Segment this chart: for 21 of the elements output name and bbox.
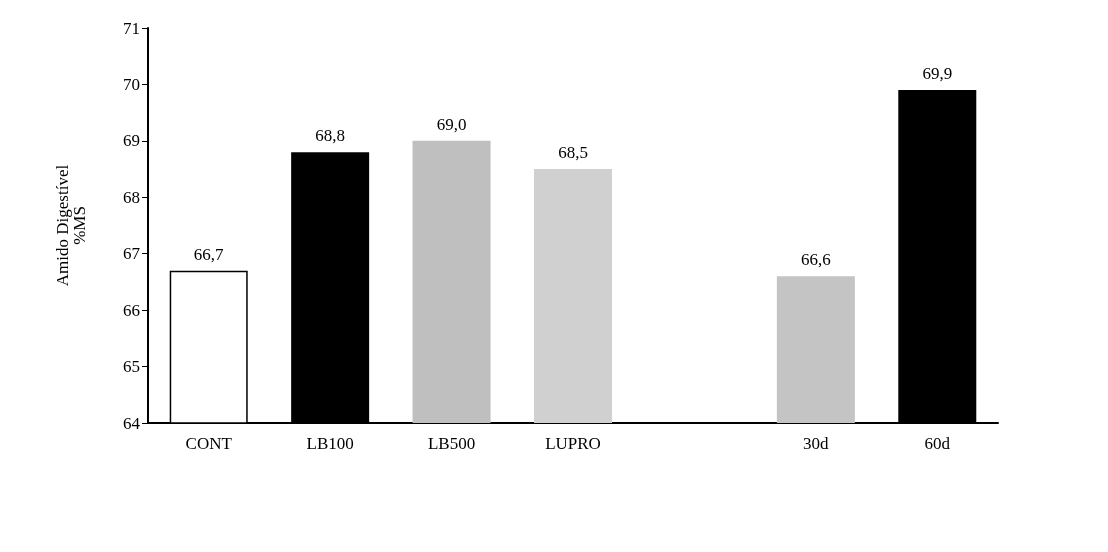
- data-label: 66,7: [193, 244, 225, 264]
- y-tick-label: 64: [123, 413, 141, 433]
- y-tick-label: 68: [123, 187, 140, 207]
- x-tick-label: LB100: [306, 434, 354, 453]
- y-tick-label: 71: [123, 18, 140, 38]
- y-tick-label: 65: [123, 357, 140, 377]
- data-label: 69,9: [922, 64, 953, 84]
- x-tick-label: CONT: [185, 434, 233, 453]
- data-label: 68,5: [558, 143, 588, 163]
- y-tick-label: 66: [123, 300, 140, 320]
- x-tick-label: LUPRO: [545, 434, 601, 453]
- y-tick-label: 69: [123, 131, 140, 151]
- x-tick-label: 60d: [924, 434, 951, 453]
- y-axis-title: Amido Digestível %MS: [53, 164, 89, 287]
- y-tick-label: 67: [123, 244, 141, 264]
- data-label: 68,8: [315, 126, 346, 146]
- data-label: 66,6: [800, 250, 831, 270]
- y-tick-label: 70: [123, 74, 140, 94]
- x-tick-label: LB500: [427, 434, 476, 453]
- data-label: 69,0: [436, 114, 467, 134]
- x-tick-label: 30d: [803, 434, 830, 453]
